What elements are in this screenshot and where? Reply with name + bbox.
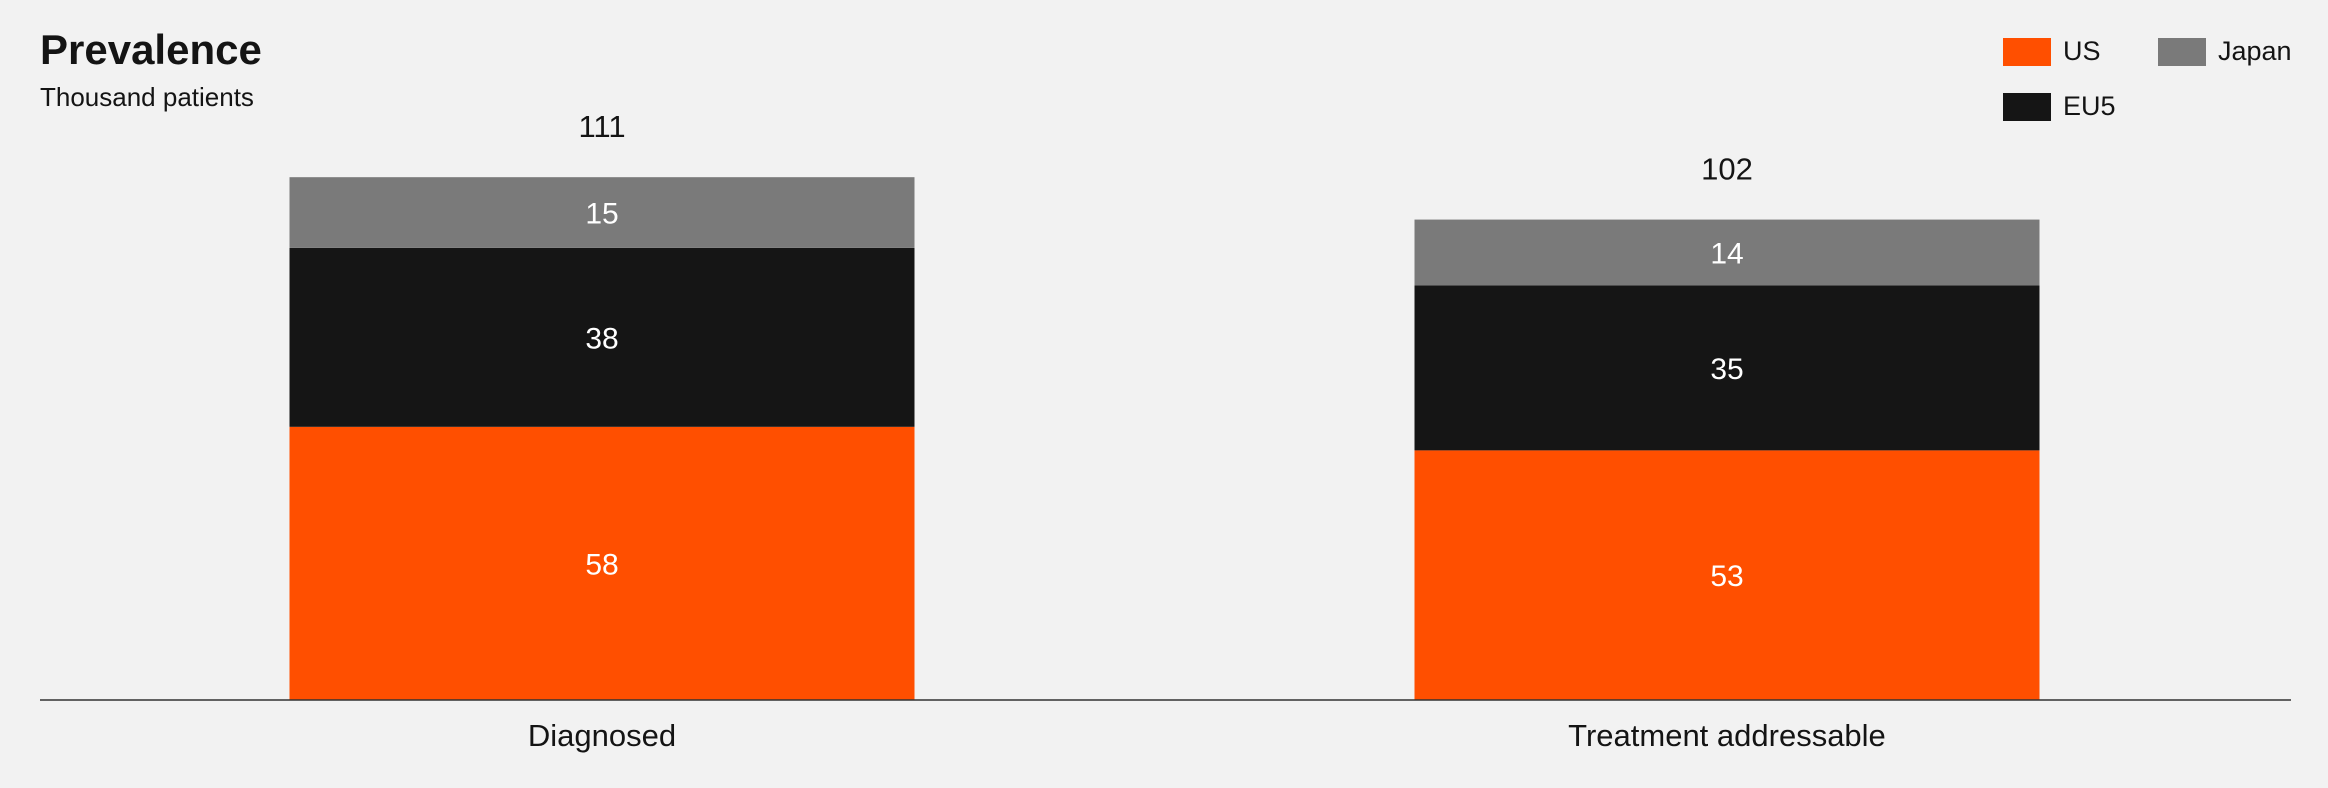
legend-label-eu5: EU5 <box>2063 91 2116 121</box>
total-label-2: 102 <box>1701 152 1753 187</box>
bar-segment-japan-1 <box>289 177 915 248</box>
bar-segment-japan-2 <box>1414 219 2040 286</box>
chart-subtitle: Thousand patients <box>40 82 254 112</box>
legend-item-japan: Japan <box>2158 36 2292 67</box>
legend-label-us: US <box>2063 36 2101 66</box>
data-label-us-1: 58 <box>585 548 618 581</box>
legend-label-japan: Japan <box>2218 36 2292 66</box>
data-label-japan-1: 15 <box>585 198 618 231</box>
bar-segment-us-2 <box>1414 450 2040 700</box>
legend-item-eu5: EU5 <box>2003 91 2116 122</box>
data-label-eu5-1: 38 <box>585 322 618 355</box>
legend-swatch-eu5 <box>2003 92 2051 121</box>
chart-title: Prevalence <box>40 26 262 73</box>
category-label-1: Diagnosed <box>528 718 676 753</box>
bar-segment-eu5-2 <box>1414 285 2040 451</box>
data-label-eu5-2: 35 <box>1710 353 1743 386</box>
total-label-1: 111 <box>578 109 625 144</box>
legend-item-us: US <box>2003 36 2101 67</box>
bar-segment-eu5-1 <box>289 247 915 427</box>
legend-swatch-us <box>2003 37 2051 66</box>
legend-swatch-japan <box>2158 37 2206 66</box>
data-label-japan-2: 14 <box>1710 238 1743 271</box>
data-label-us-2: 53 <box>1710 560 1743 593</box>
category-label-2: Treatment addressable <box>1568 718 1886 753</box>
bar-segment-us-1 <box>289 426 915 700</box>
